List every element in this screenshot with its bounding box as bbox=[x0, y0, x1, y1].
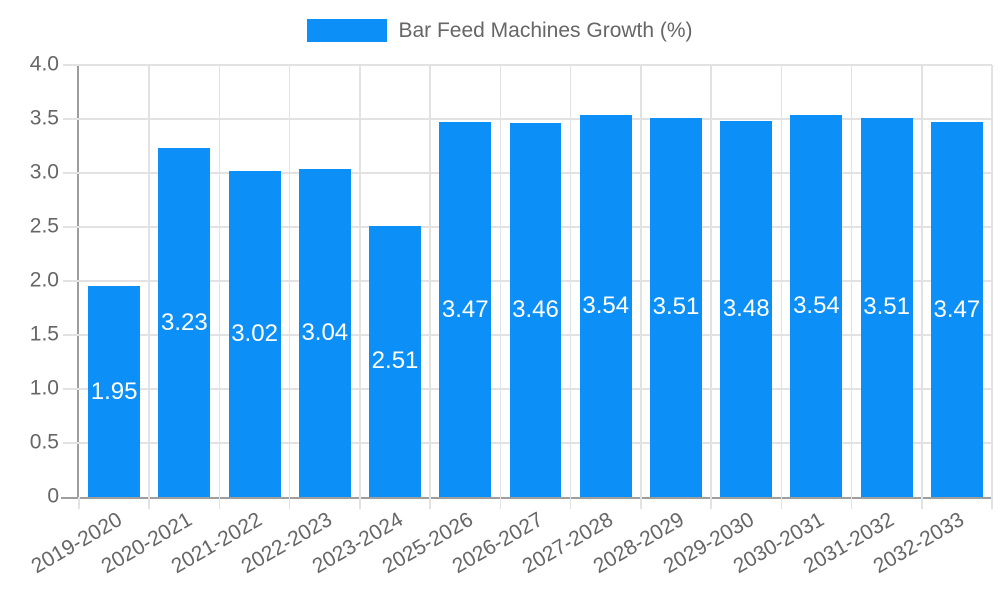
bar: 3.54 bbox=[579, 114, 632, 497]
bar: 3.54 bbox=[790, 114, 843, 497]
bar-value-label: 3.04 bbox=[301, 318, 349, 346]
bar-value-label: 3.54 bbox=[582, 291, 630, 319]
bar-value-label: 3.51 bbox=[863, 293, 910, 321]
bar-value-label: 3.54 bbox=[793, 291, 840, 319]
gridline-vertical bbox=[640, 65, 642, 509]
bar: 3.04 bbox=[298, 168, 351, 497]
y-axis-tick-label: 2.5 bbox=[29, 214, 59, 238]
bar: 3.02 bbox=[228, 170, 281, 497]
legend: Bar Feed Machines Growth (%) bbox=[0, 19, 1000, 42]
gridline-vertical bbox=[429, 65, 431, 509]
x-axis-line bbox=[61, 497, 992, 499]
gridline-horizontal bbox=[63, 64, 992, 66]
gridline-vertical bbox=[218, 65, 221, 509]
gridline-vertical bbox=[78, 497, 80, 509]
gridline-vertical bbox=[710, 65, 712, 509]
gridline-vertical bbox=[780, 65, 783, 509]
gridline-vertical bbox=[499, 65, 502, 509]
bar: 3.51 bbox=[860, 117, 913, 497]
bar: 3.23 bbox=[158, 148, 211, 497]
bar-value-label: 1.95 bbox=[90, 377, 138, 405]
bar-value-label: 2.51 bbox=[371, 347, 419, 375]
gridline-vertical bbox=[359, 65, 361, 509]
bar: 3.51 bbox=[649, 117, 702, 497]
bar-value-label: 3.48 bbox=[722, 295, 770, 323]
y-axis-tick-label: 0.5 bbox=[29, 430, 59, 454]
gridline-vertical bbox=[569, 65, 572, 509]
y-axis-tick-label: 1.0 bbox=[29, 376, 59, 400]
bar: 3.48 bbox=[720, 121, 773, 497]
bar-value-label: 3.02 bbox=[231, 319, 278, 347]
bar: 3.46 bbox=[509, 123, 562, 497]
y-axis-tick-label: 3.0 bbox=[29, 160, 59, 184]
y-axis-tick-label: 4.0 bbox=[29, 52, 59, 76]
gridline-vertical bbox=[850, 65, 853, 509]
bar-value-label: 3.47 bbox=[441, 295, 489, 323]
gridline-horizontal bbox=[63, 118, 992, 120]
gridline-vertical bbox=[921, 65, 923, 509]
plot-area: 0 0.5 1.0 1.5 2.0 2.5 3.0 3.5 4.0 1.95 2019-2020 3.… bbox=[27, 53, 993, 578]
legend-swatch bbox=[307, 19, 388, 42]
y-axis-tick-label: 0 bbox=[47, 484, 59, 508]
gridline-vertical bbox=[288, 65, 291, 509]
bar-value-label: 3.51 bbox=[652, 293, 700, 321]
bar: 3.47 bbox=[930, 122, 983, 497]
gridline-vertical bbox=[148, 65, 150, 509]
bar: 3.47 bbox=[439, 122, 492, 497]
bar: 2.51 bbox=[369, 225, 422, 497]
y-axis-tick-label: 2.0 bbox=[29, 268, 59, 292]
gridline-vertical bbox=[991, 65, 993, 509]
bar-value-label: 3.46 bbox=[512, 296, 559, 324]
bar-value-label: 3.23 bbox=[160, 308, 208, 336]
bar-value-label: 3.47 bbox=[933, 295, 981, 323]
y-axis-line bbox=[77, 65, 79, 499]
y-axis-tick-label: 3.5 bbox=[29, 106, 59, 130]
y-axis-tick-label: 1.5 bbox=[29, 322, 59, 346]
bar: 1.95 bbox=[88, 286, 141, 497]
legend-label: Bar Feed Machines Growth (%) bbox=[398, 19, 693, 42]
